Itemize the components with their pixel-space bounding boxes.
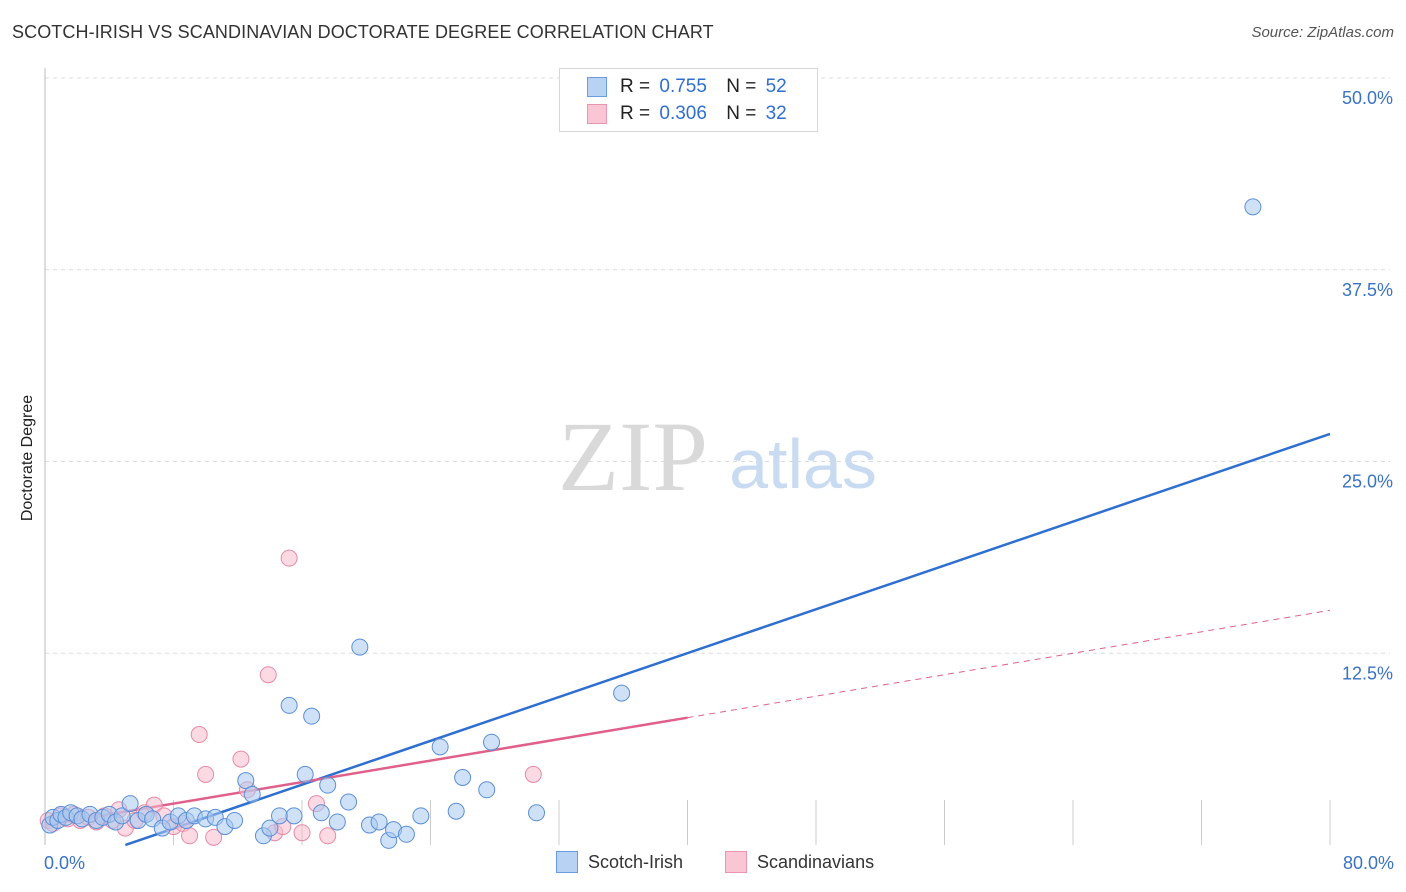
scandinavians-point [181, 827, 199, 845]
scotch-irish-point [237, 772, 255, 790]
scotch-irish-point [454, 769, 472, 787]
x-tick-min: 0.0% [44, 853, 86, 873]
scotch-irish-point [478, 781, 496, 799]
bottom-scand-label: Scandinavians [757, 851, 875, 872]
chart-title: SCOTCH-IRISH VS SCANDINAVIAN DOCTORATE D… [12, 22, 714, 42]
scotch-irish-point [340, 793, 358, 811]
scotch-irish-point [1244, 198, 1262, 216]
scotch-irish-point [271, 807, 289, 825]
scandinavians-point [190, 726, 208, 744]
scotch-irish-point [351, 638, 369, 656]
bottom-scotch-label: Scotch-Irish [588, 851, 684, 872]
watermark-zip: ZIP [558, 401, 708, 512]
y-tick-labels: 12.5% 25.0% 37.5% 50.0% [1342, 88, 1393, 683]
scotch-irish-point [431, 738, 449, 756]
scotch-irish-swatch [587, 77, 607, 97]
scotch-irish-point [397, 825, 415, 843]
bottom-legend-scandinavians: Scandinavians [725, 851, 874, 873]
trend-line-scotch-irish [124, 432, 1331, 847]
scandinavians-swatch [587, 104, 607, 124]
scand-n-label: N = [726, 103, 757, 124]
scotch-irish-point [121, 795, 139, 813]
bottom-scand-swatch [725, 851, 747, 873]
scandinavians-point [205, 828, 223, 846]
source-label: Source: ZipAtlas.com [1251, 24, 1394, 41]
scandinavians-point [293, 824, 311, 842]
scotch-irish-point [447, 802, 465, 820]
scotch-n-value: 52 [765, 76, 787, 97]
scotch-irish-point [483, 733, 501, 751]
scotch-irish-point [226, 811, 244, 829]
scotch-irish-point [113, 807, 131, 825]
scandinavians-point [232, 750, 250, 768]
x-tick-max: 80.0% [1342, 853, 1394, 873]
watermark-atlas: atlas [729, 425, 877, 503]
scotch-irish-point [528, 804, 546, 822]
bottom-scotch-swatch [556, 851, 578, 873]
y-tick-label: 50.0% [1342, 88, 1393, 108]
scotch-irish-point [412, 807, 430, 825]
bottom-legend-scotch-irish: Scotch-Irish [556, 851, 683, 873]
scotch-irish-point [613, 684, 631, 702]
scandinavians-point [197, 765, 215, 783]
scandinavians-point [280, 549, 298, 567]
scandinavians-point [319, 827, 337, 845]
scotch-r-label: R = [620, 76, 651, 97]
stats-legend: R = 0.755 N = 52 R = 0.306 N = 32 [559, 68, 818, 132]
scand-n-value: 32 [765, 103, 787, 124]
scotch-irish-points [41, 198, 1262, 849]
scotch-irish-point [261, 819, 279, 837]
scotch-irish-point [328, 813, 346, 831]
scotch-irish-point [303, 707, 321, 725]
scotch-irish-point [285, 807, 303, 825]
scand-r-label: R = [620, 103, 651, 124]
y-tick-label: 12.5% [1342, 663, 1393, 683]
scotch-irish-point [243, 785, 261, 803]
gridlines [45, 77, 1390, 654]
scandinavians-point [524, 765, 542, 783]
scotch-irish-point [296, 765, 314, 783]
axes [44, 68, 1331, 845]
y-tick-label: 37.5% [1342, 280, 1393, 300]
scotch-n-label: N = [726, 76, 757, 97]
scotch-r-value: 0.755 [659, 76, 707, 97]
scotch-irish-point [319, 776, 337, 794]
scandinavians-point [259, 666, 277, 684]
y-axis-label: Doctorate Degree [19, 394, 36, 522]
scand-r-value: 0.306 [659, 103, 707, 124]
scotch-irish-point [312, 804, 330, 822]
scotch-irish-point [280, 696, 298, 714]
y-tick-label: 25.0% [1342, 472, 1393, 492]
scotch-irish-point [370, 813, 388, 831]
trend-line-scandinavians-extension [687, 609, 1331, 719]
